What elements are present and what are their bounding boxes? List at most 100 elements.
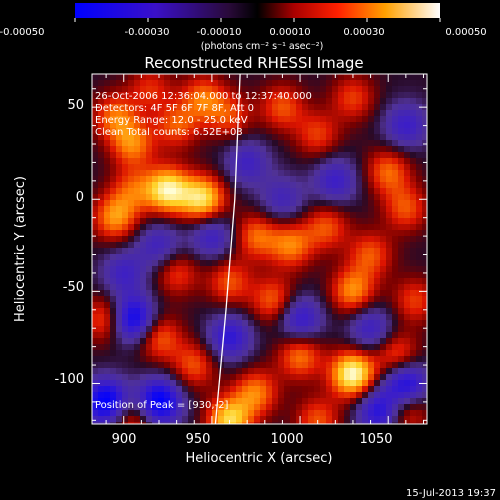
heatmap-cell bbox=[218, 380, 225, 387]
heatmap-cell bbox=[278, 254, 285, 261]
heatmap-cell bbox=[320, 86, 327, 93]
heatmap-cell bbox=[332, 200, 339, 207]
heatmap-cell bbox=[350, 254, 357, 261]
heatmap-cell bbox=[146, 422, 153, 424]
heatmap-cell bbox=[296, 386, 303, 393]
heatmap-cell bbox=[254, 416, 261, 423]
heatmap-cell bbox=[248, 206, 255, 213]
heatmap-cell bbox=[302, 188, 309, 195]
heatmap-cell bbox=[230, 128, 237, 135]
heatmap-cell bbox=[182, 206, 189, 213]
heatmap-cell bbox=[302, 92, 309, 99]
heatmap-cell bbox=[248, 80, 255, 87]
heatmap-cell bbox=[326, 332, 333, 339]
heatmap-cell bbox=[314, 254, 321, 261]
heatmap-cell bbox=[392, 272, 399, 279]
heatmap-cell bbox=[242, 314, 249, 321]
heatmap-cell bbox=[92, 86, 99, 93]
heatmap-cell bbox=[158, 302, 165, 309]
heatmap-cell bbox=[104, 290, 111, 297]
heatmap-cell bbox=[284, 116, 291, 123]
heatmap-cell bbox=[122, 122, 129, 129]
heatmap-cell bbox=[110, 224, 117, 231]
heatmap-cell bbox=[356, 212, 363, 219]
heatmap-cell bbox=[404, 422, 411, 424]
heatmap-cell bbox=[278, 170, 285, 177]
heatmap-cell bbox=[368, 398, 375, 405]
heatmap-cell bbox=[134, 80, 141, 87]
heatmap-cell bbox=[308, 188, 315, 195]
heatmap-cell bbox=[134, 260, 141, 267]
heatmap-cell bbox=[368, 230, 375, 237]
heatmap-cell bbox=[230, 248, 237, 255]
heatmap-cell bbox=[320, 128, 327, 135]
heatmap-cell bbox=[260, 110, 267, 117]
heatmap-cell bbox=[194, 116, 201, 123]
heatmap-cell bbox=[164, 272, 171, 279]
heatmap-cell bbox=[416, 308, 423, 315]
heatmap-cell bbox=[422, 98, 427, 105]
heatmap-cell bbox=[182, 398, 189, 405]
heatmap-cell bbox=[326, 218, 333, 225]
heatmap-cell bbox=[92, 176, 99, 183]
heatmap-cell bbox=[104, 122, 111, 129]
heatmap-cell bbox=[116, 320, 123, 327]
heatmap-cell bbox=[140, 404, 147, 411]
heatmap-cell bbox=[368, 272, 375, 279]
heatmap-cell bbox=[194, 404, 201, 411]
heatmap-cell bbox=[422, 134, 427, 141]
heatmap-cell bbox=[362, 146, 369, 153]
heatmap-cell bbox=[296, 230, 303, 237]
heatmap-cell bbox=[272, 74, 279, 81]
heatmap-cell bbox=[194, 284, 201, 291]
heatmap-cell bbox=[416, 314, 423, 321]
heatmap-cell bbox=[296, 98, 303, 105]
heatmap-cell bbox=[368, 140, 375, 147]
heatmap-cell bbox=[362, 98, 369, 105]
heatmap-cell bbox=[326, 86, 333, 93]
heatmap-cell bbox=[98, 104, 105, 111]
heatmap-cell bbox=[206, 122, 213, 129]
heatmap-cell bbox=[236, 314, 243, 321]
heatmap-cell bbox=[236, 320, 243, 327]
heatmap-cell bbox=[170, 338, 177, 345]
heatmap-cell bbox=[128, 392, 135, 399]
heatmap-cell bbox=[278, 110, 285, 117]
heatmap-cell bbox=[140, 356, 147, 363]
heatmap-cell bbox=[134, 380, 141, 387]
heatmap-cell bbox=[260, 212, 267, 219]
heatmap-cell bbox=[314, 158, 321, 165]
heatmap-cell bbox=[242, 272, 249, 279]
heatmap-cell bbox=[278, 86, 285, 93]
heatmap-cell bbox=[314, 92, 321, 99]
heatmap-cell bbox=[194, 140, 201, 147]
heatmap-cell bbox=[392, 332, 399, 339]
heatmap-cell bbox=[338, 230, 345, 237]
heatmap-cell bbox=[188, 290, 195, 297]
heatmap-cell bbox=[92, 278, 99, 285]
heatmap-cell bbox=[248, 212, 255, 219]
heatmap-cell bbox=[290, 410, 297, 417]
heatmap-cell bbox=[290, 212, 297, 219]
heatmap-cell bbox=[128, 308, 135, 315]
heatmap-cell bbox=[194, 242, 201, 249]
heatmap-cell bbox=[362, 386, 369, 393]
heatmap-cell bbox=[104, 308, 111, 315]
heatmap-cell bbox=[290, 224, 297, 231]
heatmap-cell bbox=[296, 410, 303, 417]
heatmap-cell bbox=[422, 350, 427, 357]
heatmap-cell bbox=[200, 128, 207, 135]
heatmap-cell bbox=[296, 212, 303, 219]
heatmap-cell bbox=[392, 386, 399, 393]
heatmap-cell bbox=[242, 134, 249, 141]
heatmap-cell bbox=[152, 422, 159, 424]
heatmap-cell bbox=[188, 236, 195, 243]
heatmap-cell bbox=[92, 236, 99, 243]
heatmap-cell bbox=[356, 236, 363, 243]
heatmap-cell bbox=[326, 104, 333, 111]
heatmap-cell bbox=[290, 116, 297, 123]
heatmap-cell bbox=[104, 422, 111, 424]
heatmap-cell bbox=[110, 98, 117, 105]
heatmap-cell bbox=[218, 128, 225, 135]
heatmap-cell bbox=[176, 386, 183, 393]
